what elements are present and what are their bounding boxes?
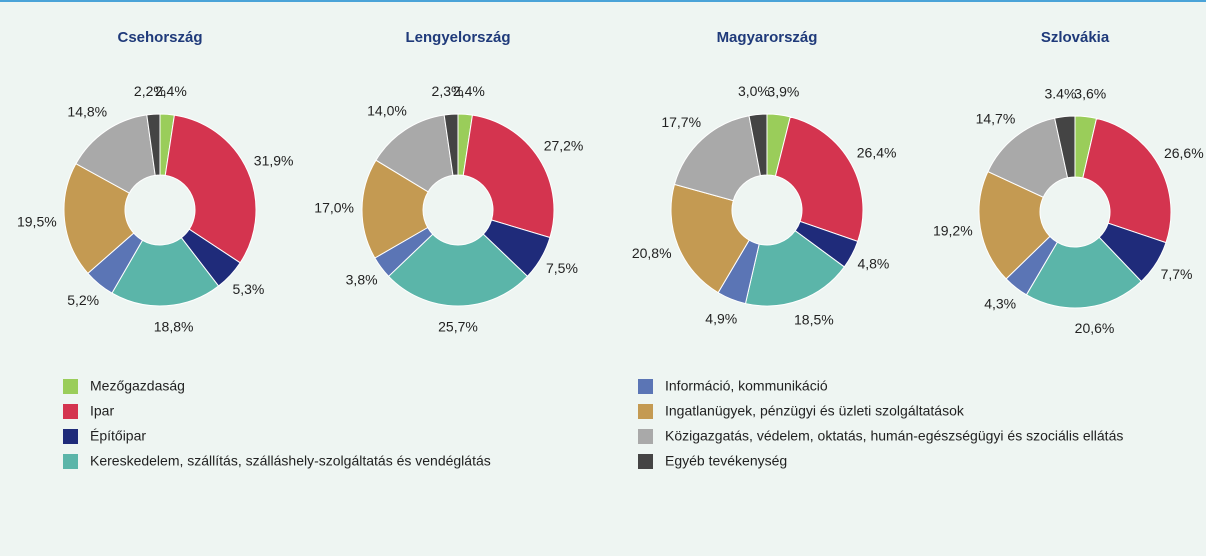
- data-label: 7,5%: [546, 260, 578, 276]
- data-label: 2,2%: [134, 83, 166, 99]
- legend-label: Építőipar: [90, 428, 146, 444]
- legend-label: Ipar: [90, 403, 114, 419]
- data-label: 2,4%: [155, 83, 187, 99]
- legend-swatch: [63, 429, 78, 444]
- legend-label: Kereskedelem, szállítás, szálláshely-szo…: [90, 453, 491, 469]
- data-label: 26,6%: [1164, 145, 1204, 161]
- data-label: 27,2%: [544, 138, 584, 154]
- donut-slice: [748, 113, 768, 177]
- donut-slice: [361, 159, 429, 259]
- donut-slice: [387, 233, 529, 307]
- donut-slice: [1054, 115, 1076, 179]
- legend-label: Mezőgazdaság: [90, 378, 185, 394]
- chart-title: Magyarország: [717, 29, 818, 46]
- data-label: 4,3%: [984, 296, 1016, 312]
- data-label: 20,8%: [632, 245, 672, 261]
- donut-slice: [744, 230, 846, 307]
- data-label: 5,2%: [67, 292, 99, 308]
- data-label: 2,4%: [453, 83, 485, 99]
- data-label: 3,9%: [767, 84, 799, 100]
- legend-label: Egyéb tevékenység: [665, 453, 787, 469]
- legend-swatch: [638, 454, 653, 469]
- legend-label: Ingatlanügyek, pénzügyi és üzleti szolgá…: [665, 403, 965, 419]
- legend-label: Információ, kommunikáció: [665, 378, 828, 394]
- donut-slice: [978, 170, 1051, 280]
- legend-swatch: [63, 379, 78, 394]
- legend-swatch: [63, 404, 78, 419]
- donut-slice: [673, 115, 762, 202]
- data-label: 17,0%: [314, 199, 354, 215]
- data-label: 3,0%: [738, 83, 770, 99]
- data-label: 19,2%: [933, 222, 973, 238]
- donut-slice: [774, 116, 864, 243]
- legend-label: Közigazgatás, védelem, oktatás, humán-eg…: [665, 428, 1123, 444]
- chart-title: Szlovákia: [1041, 29, 1110, 46]
- data-label: 20,6%: [1075, 320, 1115, 336]
- donut-slice: [443, 113, 459, 176]
- data-label: 4,8%: [857, 256, 889, 272]
- data-label: 19,5%: [17, 213, 57, 229]
- data-label: 5,3%: [232, 281, 264, 297]
- data-label: 3,6%: [1074, 85, 1106, 101]
- legend-swatch: [638, 404, 653, 419]
- chart-title: Lengyelország: [405, 29, 510, 46]
- data-label: 18,8%: [154, 318, 194, 334]
- donut-slice: [670, 183, 750, 294]
- donut-slice: [164, 114, 257, 264]
- legend-swatch: [638, 429, 653, 444]
- data-label: 3.4%: [1045, 85, 1077, 101]
- chart-title: Csehország: [117, 29, 202, 46]
- data-label: 4,9%: [705, 310, 737, 326]
- data-label: 31,9%: [254, 153, 294, 169]
- data-label: 18,5%: [794, 311, 834, 327]
- donut-slice: [63, 162, 135, 275]
- data-label: 7,7%: [1161, 266, 1193, 282]
- data-label: 14,7%: [976, 111, 1016, 127]
- donut-slice: [146, 113, 161, 176]
- data-label: 2,3%: [432, 83, 464, 99]
- legend-swatch: [63, 454, 78, 469]
- data-label: 26,4%: [857, 145, 897, 161]
- donut-slice: [111, 237, 220, 307]
- donut-slice: [462, 114, 555, 239]
- legend-swatch: [638, 379, 653, 394]
- data-label: 14,8%: [67, 103, 107, 119]
- donut-slice: [1082, 117, 1172, 244]
- donut-slice: [1025, 236, 1143, 309]
- data-label: 3,8%: [346, 271, 378, 287]
- data-label: 17,7%: [661, 114, 701, 130]
- data-label: 25,7%: [438, 319, 478, 335]
- data-label: 14,0%: [367, 102, 407, 118]
